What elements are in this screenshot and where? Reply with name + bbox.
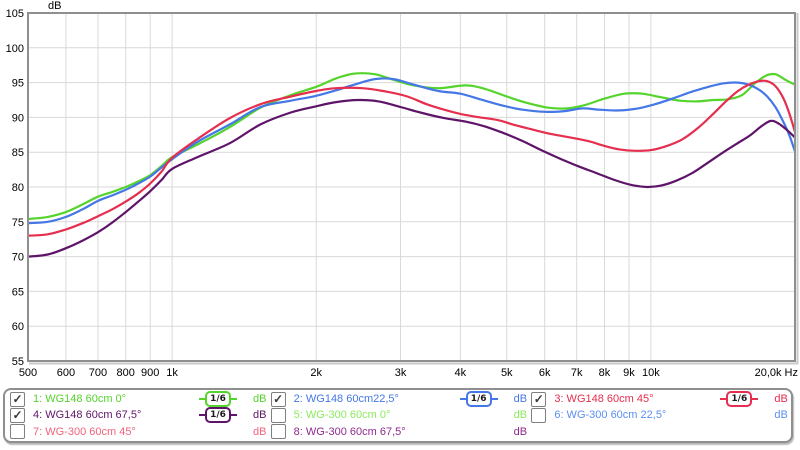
svg-text:65: 65	[12, 286, 24, 298]
legend-unit-5: dB	[513, 409, 528, 422]
badge-line-left	[199, 414, 206, 417]
legend-unit-4: dB	[253, 409, 267, 422]
svg-text:8k: 8k	[599, 367, 611, 379]
smoothing-badge-1[interactable]: 1/6	[187, 391, 249, 408]
svg-text:75: 75	[12, 217, 24, 229]
svg-text:100: 100	[6, 43, 24, 55]
svg-text:70: 70	[12, 252, 24, 264]
smoothing-badge-4[interactable]: 1/6	[187, 407, 249, 424]
svg-text:7k: 7k	[571, 367, 583, 379]
svg-text:55: 55	[12, 356, 24, 368]
legend-item-8: 8: WG-300 60cm 67,5° dB	[270, 424, 528, 440]
legend-unit-8: dB	[513, 425, 528, 438]
legend-item-6: 6: WG-300 60cm 22,5° dB	[531, 407, 788, 423]
svg-text:600: 600	[57, 367, 75, 379]
legend-item-1: ✓ 1: WG148 60cm 0° 1/6 dB	[10, 391, 267, 408]
legend-label-4: 4: WG148 60cm 67,5°	[33, 409, 142, 422]
legend-checkbox-2[interactable]: ✓	[270, 391, 286, 407]
smoothing-badge-2[interactable]: 1/6	[448, 391, 510, 408]
legend-item-empty	[531, 424, 786, 440]
legend-label-5: 5: WG-300 60cm 0°	[293, 409, 391, 422]
legend-item-3: ✓ 3: WG148 60cm 45° 1/6 dB	[531, 391, 788, 408]
badge-line-left	[459, 398, 466, 401]
svg-text:90: 90	[12, 112, 24, 124]
badge-line-left	[199, 398, 206, 401]
svg-text:3k: 3k	[395, 367, 407, 379]
svg-text:4k: 4k	[455, 367, 467, 379]
badge-line-right	[752, 398, 759, 401]
svg-text:1k: 1k	[166, 367, 178, 379]
svg-text:20,0k Hz: 20,0k Hz	[755, 367, 798, 379]
badge-line-left	[720, 398, 727, 401]
smoothing-badge-3[interactable]: 1/6	[708, 391, 770, 408]
svg-text:500: 500	[19, 367, 37, 379]
legend-checkbox-8[interactable]	[270, 424, 286, 440]
legend-item-2: ✓ 2: WG148 60cm22,5° 1/6 dB	[270, 391, 528, 408]
svg-text:10k: 10k	[642, 367, 660, 379]
legend-label-8: 8: WG-300 60cm 67,5°	[293, 425, 406, 438]
legend-panel: ✓ 1: WG148 60cm 0° 1/6 dB ✓ 2: WG148 60c…	[3, 388, 793, 443]
legend-unit-2: dB	[513, 393, 528, 406]
svg-text:105: 105	[6, 8, 24, 20]
svg-text:80: 80	[12, 182, 24, 194]
legend-item-7: 7: WG-300 60cm 45° dB	[10, 424, 267, 440]
smoothing-value: 1/6	[470, 393, 487, 404]
frequency-response-chart: 105 100 95 90 85 80 75 70 65 60 55 dB 500 600 700 800 90…	[6, 0, 799, 379]
smoothing-value: 1/6	[210, 409, 226, 420]
legend-label-3: 3: WG148 60cm 45°	[554, 393, 654, 406]
legend-item-4: ✓ 4: WG148 60cm 67,5° 1/6 dB	[10, 407, 267, 424]
legend-checkbox-5[interactable]	[270, 407, 286, 423]
badge-line-right	[230, 414, 237, 417]
svg-text:5k: 5k	[501, 367, 513, 379]
badge-line-right	[491, 398, 498, 401]
legend-checkbox-7[interactable]	[10, 424, 25, 440]
legend-unit-7: dB	[253, 425, 267, 438]
legend-unit-3: dB	[774, 393, 788, 406]
svg-text:6k: 6k	[539, 367, 551, 379]
svg-text:dB: dB	[48, 0, 61, 12]
svg-text:9k: 9k	[623, 367, 635, 379]
svg-text:95: 95	[12, 78, 24, 90]
legend-checkbox-6[interactable]	[531, 407, 547, 423]
badge-line-right	[230, 398, 237, 401]
svg-text:700: 700	[89, 367, 107, 379]
legend-item-5: 5: WG-300 60cm 0° dB	[270, 407, 528, 423]
legend-checkbox-1[interactable]: ✓	[10, 391, 25, 407]
check-icon: ✓	[12, 408, 23, 423]
svg-text:900: 900	[141, 367, 159, 379]
legend-label-6: 6: WG-300 60cm 22,5°	[554, 409, 667, 422]
check-icon: ✓	[273, 392, 284, 407]
legend-unit-6: dB	[774, 409, 788, 422]
smoothing-value: 1/6	[210, 393, 226, 404]
svg-text:60: 60	[12, 321, 24, 333]
legend-unit-1: dB	[253, 393, 267, 406]
legend-label-7: 7: WG-300 60cm 45°	[33, 425, 136, 438]
legend-checkbox-3[interactable]: ✓	[531, 391, 547, 407]
check-icon: ✓	[533, 392, 544, 407]
smoothing-value: 1/6	[731, 393, 748, 404]
svg-text:800: 800	[117, 367, 135, 379]
svg-text:85: 85	[12, 147, 24, 159]
svg-text:2k: 2k	[310, 367, 322, 379]
legend-checkbox-4[interactable]: ✓	[10, 407, 25, 423]
legend-label-2: 2: WG148 60cm22,5°	[293, 393, 399, 406]
legend-label-1: 1: WG148 60cm 0°	[33, 393, 127, 406]
check-icon: ✓	[12, 392, 23, 407]
